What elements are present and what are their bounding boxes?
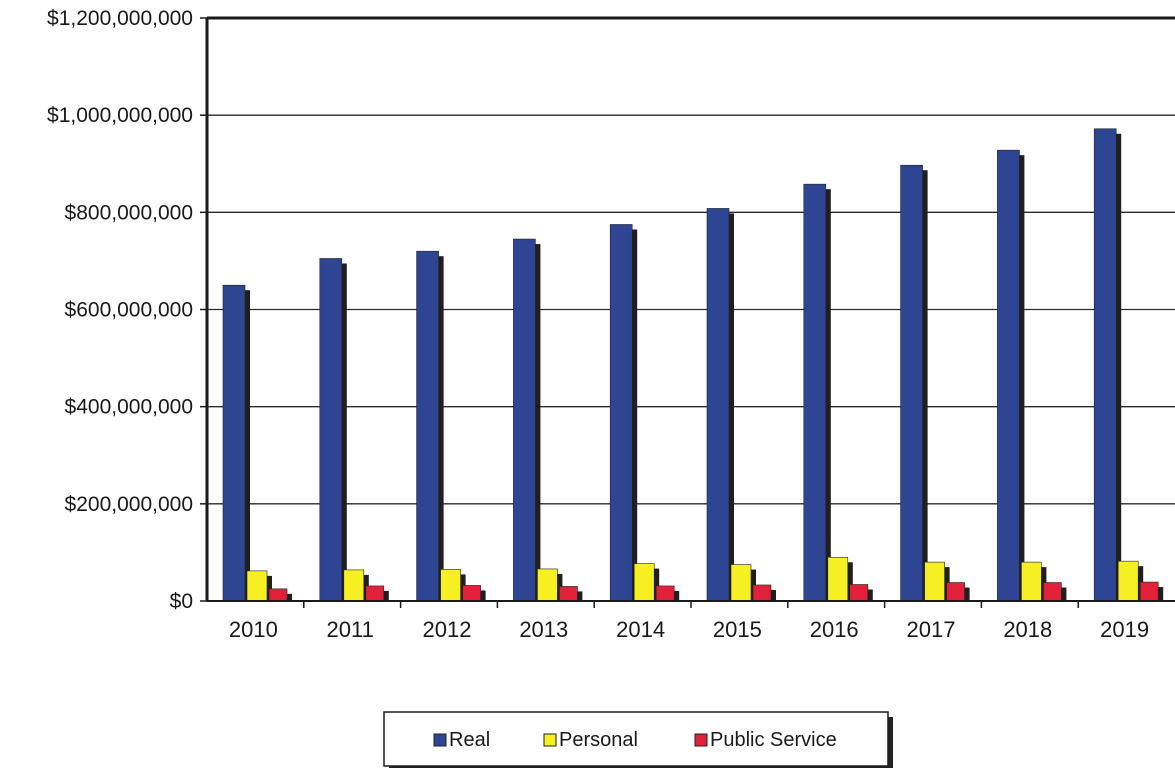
bar-public-service-2011 [365, 585, 385, 602]
bar-public-service-2010 [268, 588, 288, 602]
x-tick-label: 2010 [229, 617, 278, 642]
bar-public-service-2013 [559, 586, 578, 602]
bar-real-2011 [319, 258, 343, 602]
bar-personal-2012 [440, 569, 461, 602]
gridlines [207, 17, 1175, 505]
bar-personal-2011 [343, 569, 365, 602]
x-tick-label: 2013 [519, 617, 568, 642]
bar-real-2013 [513, 238, 536, 602]
y-tick-label: $200,000,000 [65, 493, 193, 516]
bar-real-2014 [609, 224, 633, 602]
bar-public-service-2015 [752, 584, 772, 602]
y-tick-label: $0 [170, 590, 193, 613]
y-tick-label: $1,000,000,000 [47, 104, 193, 127]
bar-real-2010 [222, 284, 246, 602]
bar-personal-2018 [1021, 561, 1042, 602]
bar-real-2016 [803, 183, 827, 602]
bar-public-service-2016 [849, 584, 869, 602]
legend-label-real: Real [449, 729, 490, 751]
legend-label-public-service: Public Service [710, 729, 837, 751]
bar-personal-2016 [827, 556, 849, 602]
bar-personal-2019 [1117, 560, 1139, 602]
x-tick-label: 2018 [1003, 617, 1052, 642]
y-axis-ticks: $0 $200,000,000 $400,000,000 $600,000,000 $8… [47, 7, 207, 613]
bar-real-2012 [416, 250, 439, 602]
legend: Real Personal Public Service [383, 711, 893, 771]
bar-personal-2014 [633, 563, 655, 602]
bar-public-service-2014 [655, 585, 675, 602]
x-tick-label: 2011 [327, 617, 374, 642]
legend-swatch-public-service [694, 733, 708, 747]
bar-personal-2015 [730, 564, 752, 602]
x-tick-label: 2014 [616, 617, 665, 642]
x-tick-label: 2012 [423, 617, 472, 642]
bar-public-service-2012 [462, 585, 481, 602]
legend-swatch-real [433, 733, 447, 747]
bars-group [222, 128, 1164, 602]
y-tick-label: $800,000,000 [65, 201, 193, 224]
x-tick-label: 2017 [907, 617, 956, 642]
y-tick-label: $600,000,000 [65, 299, 193, 322]
legend-swatch-personal [543, 733, 557, 747]
y-tick-label: $1,200,000,000 [47, 7, 193, 30]
bar-personal-2013 [537, 568, 558, 602]
bar-real-2019 [1093, 128, 1117, 602]
bar-real-2018 [997, 149, 1020, 602]
legend-box [383, 711, 889, 767]
bar-public-service-2018 [1043, 582, 1062, 602]
x-tick-label: 2016 [810, 617, 859, 642]
y-tick-label: $400,000,000 [65, 396, 193, 419]
bar-personal-2017 [924, 561, 945, 602]
legend-label-personal: Personal [559, 729, 638, 751]
bar-real-2015 [706, 208, 730, 602]
bar-public-service-2019 [1139, 581, 1159, 602]
x-tick-label: 2019 [1100, 617, 1149, 642]
x-axis-ticks: 2010 2011 2012 2013 2014 2015 2016 2017 2018 2019 [229, 601, 1149, 642]
bar-public-service-2017 [946, 582, 965, 602]
x-tick-label: 2015 [713, 617, 762, 642]
bar-personal-2010 [246, 570, 268, 602]
bar-real-2017 [900, 164, 923, 602]
